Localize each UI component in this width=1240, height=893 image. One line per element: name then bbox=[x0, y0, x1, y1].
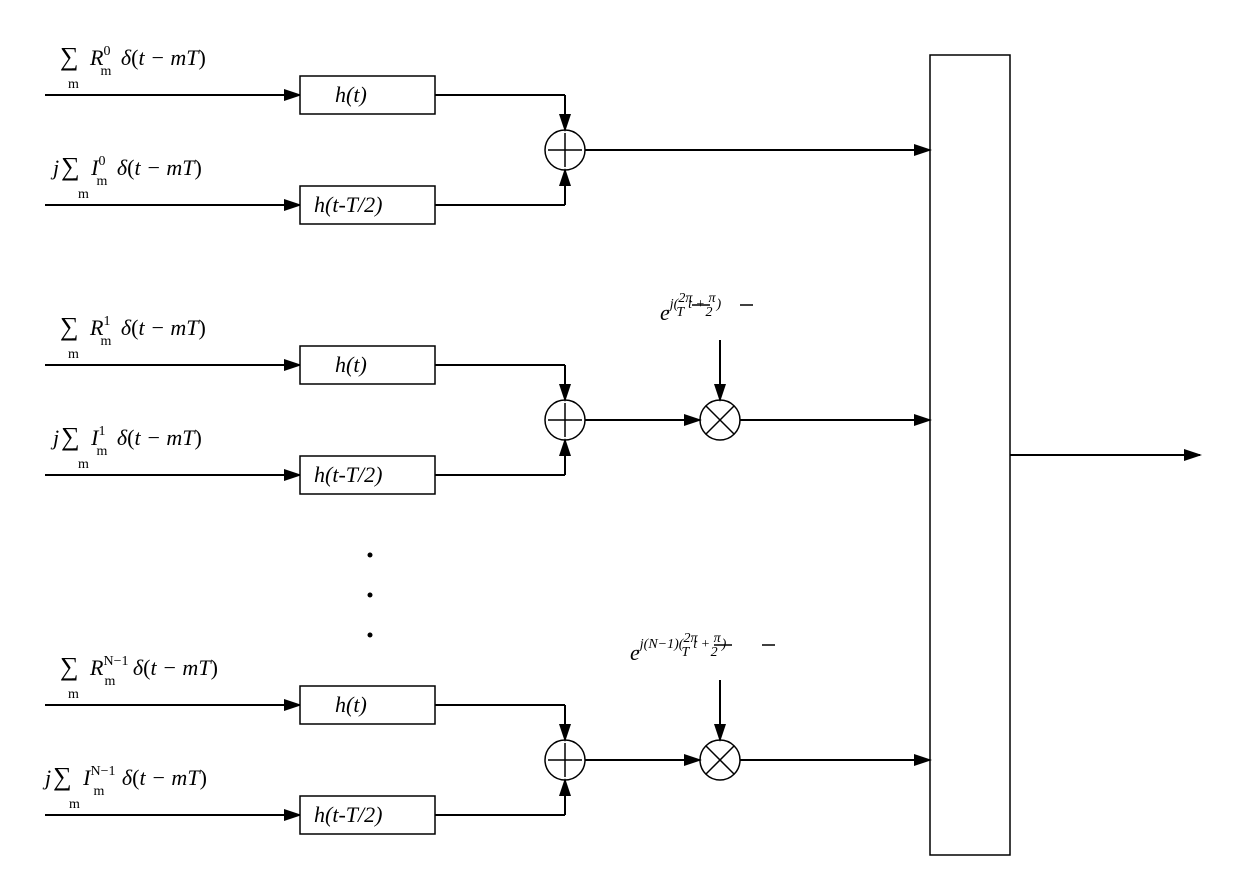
sum-sub-IN: m bbox=[69, 797, 80, 812]
filter-label-ht2-1: h(t-T/2) bbox=[314, 462, 382, 487]
input-label-I0: j∑ I0m δ(t − mT) bbox=[50, 152, 202, 190]
exp-label-1: ej(2πTt + π2) bbox=[660, 291, 722, 325]
mult-node-N bbox=[700, 740, 740, 780]
sum-node-N bbox=[545, 740, 585, 780]
ellipsis-dot-2 bbox=[368, 593, 373, 598]
input-label-R1: ∑ R1m δ(t − mT) bbox=[60, 312, 206, 350]
block-diagram: ∑ R0m δ(t − mT) m h(t) j∑ I0m δ(t − mT) … bbox=[0, 0, 1240, 893]
input-label-IN: j∑ IN−1m δ(t − mT) bbox=[42, 762, 207, 800]
sum-sub-I0: m bbox=[78, 187, 89, 202]
sum-sub-RN: m bbox=[68, 687, 79, 702]
sum-sub-R0: m bbox=[68, 77, 79, 92]
sum-node-0 bbox=[545, 130, 585, 170]
filter-label-ht-N: h(t) bbox=[335, 692, 367, 717]
mult-node-1 bbox=[700, 400, 740, 440]
filter-box-ht-0 bbox=[300, 76, 435, 114]
sum-sub-R1: m bbox=[68, 347, 79, 362]
input-label-R0: ∑ R0m δ(t − mT) bbox=[60, 42, 206, 80]
filter-label-ht-0: h(t) bbox=[335, 82, 367, 107]
ellipsis-dot-1 bbox=[368, 553, 373, 558]
sum-node-1 bbox=[545, 400, 585, 440]
input-label-RN: ∑ RN−1m δ(t − mT) bbox=[60, 652, 218, 690]
filter-label-ht2-0: h(t-T/2) bbox=[314, 192, 382, 217]
exp-label-N: ej(N−1)(2πTt + π2) bbox=[630, 631, 727, 665]
ellipsis-dot-3 bbox=[368, 633, 373, 638]
sum-sub-I1: m bbox=[78, 457, 89, 472]
input-label-I1: j∑ I1m δ(t − mT) bbox=[50, 422, 202, 460]
filter-label-ht2-N: h(t-T/2) bbox=[314, 802, 382, 827]
filter-box-ht-1 bbox=[300, 346, 435, 384]
combiner-block bbox=[930, 55, 1010, 855]
filter-box-ht-N bbox=[300, 686, 435, 724]
filter-label-ht-1: h(t) bbox=[335, 352, 367, 377]
